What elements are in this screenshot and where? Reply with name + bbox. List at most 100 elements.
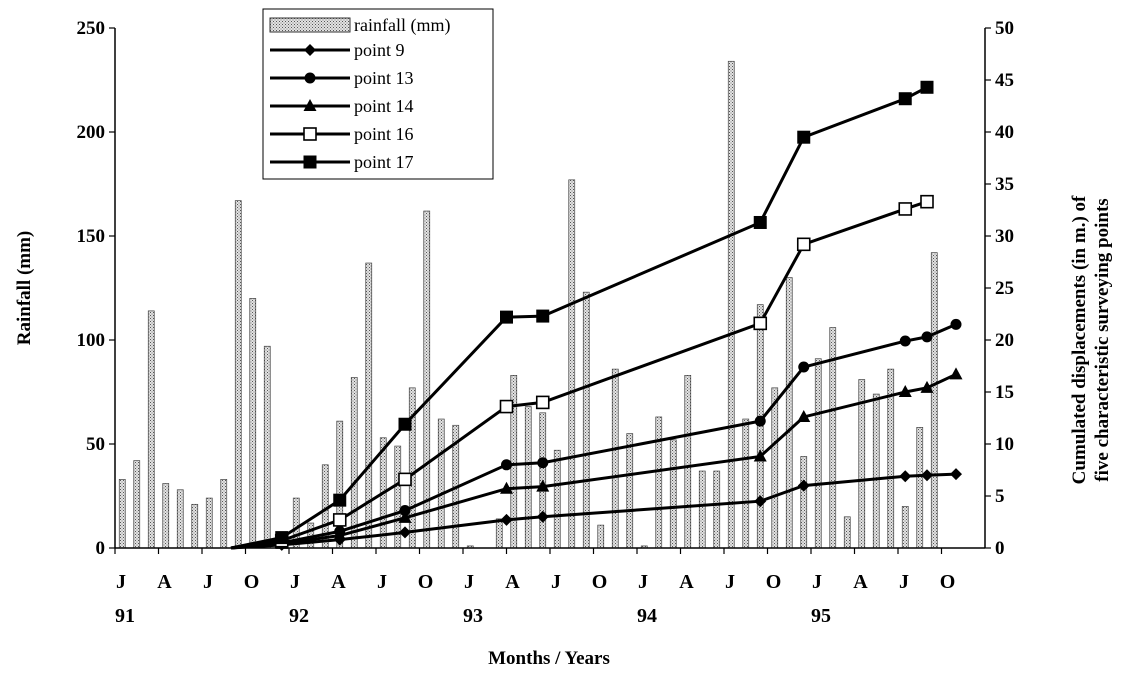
rainfall-bar [930, 252, 938, 549]
series-marker [950, 318, 962, 330]
series-marker [949, 367, 963, 380]
series-marker [899, 470, 912, 483]
series-marker [898, 202, 913, 216]
y2-tick-label: 25 [995, 278, 1014, 299]
rainfall-bar [220, 479, 228, 549]
x-tick-label-month: A [679, 571, 694, 593]
x-tick-label-month: O [418, 571, 434, 593]
x-tick-label-year: 94 [637, 605, 657, 627]
y2-axis-title-line1: Cumulated displacements (in m.) of [1069, 195, 1090, 484]
rainfall-bar [872, 393, 880, 549]
series-marker [500, 481, 513, 494]
x-tick-label-month: O [244, 571, 260, 593]
rainfall-bar [423, 210, 431, 549]
rainfall-bar [626, 433, 634, 549]
x-tick-label-month: J [377, 571, 387, 593]
rainfall-bar [524, 406, 532, 549]
y2-axis-title-line2: five characteristic surveying points [1092, 198, 1113, 481]
y2-tick-label: 10 [995, 434, 1014, 455]
rainfall-bar [916, 427, 924, 549]
x-tick-label-month: J [899, 571, 909, 593]
legend-label: point 14 [354, 96, 414, 116]
x-tick-label-month: O [766, 571, 782, 593]
rainfall-bar [814, 358, 822, 549]
x-tick-label-month: J [464, 571, 474, 593]
series-marker [500, 513, 513, 526]
y-axis-title: Rainfall (mm) [14, 231, 35, 346]
rainfall-bar [263, 345, 271, 549]
rainfall-bar [118, 479, 126, 549]
y-tick-label: 50 [86, 434, 105, 455]
series-marker [537, 457, 549, 469]
x-tick-label-year: 91 [115, 605, 135, 627]
rainfall-bar [191, 503, 199, 549]
rainfall-bar [655, 416, 663, 549]
legend-label: point 13 [354, 68, 414, 88]
legend-label: point 17 [354, 152, 414, 172]
series-marker [332, 513, 347, 527]
rainfall-bar [843, 516, 851, 549]
legend-swatch-rainfall [269, 17, 351, 33]
series-point-17 [230, 80, 934, 550]
y2-tick-label: 20 [995, 330, 1014, 351]
y-tick-label: 0 [96, 538, 106, 559]
y2-tick-label: 5 [995, 486, 1005, 507]
series-marker [536, 309, 550, 323]
series-point-16 [230, 194, 934, 550]
series-marker [920, 80, 934, 94]
y2-tick-label: 50 [995, 18, 1014, 39]
y-tick-label: 150 [77, 226, 106, 247]
series-marker [398, 510, 412, 523]
rainfall-bar [162, 483, 170, 549]
series-marker [500, 310, 513, 324]
rainfall-bar [669, 439, 677, 549]
series-marker [333, 493, 347, 507]
rainfall-bar [205, 497, 213, 549]
x-tick-label-year: 95 [811, 605, 831, 627]
rainfall-bar [858, 379, 866, 549]
rainfall-bar [597, 524, 605, 549]
rainfall-bar [901, 506, 909, 549]
y2-tick-label: 0 [995, 538, 1005, 559]
x-tick-label-month: J [116, 571, 126, 593]
x-tick-label-month: O [940, 571, 956, 593]
series-marker [898, 385, 912, 397]
series-marker [797, 409, 811, 422]
rainfall-bar [713, 470, 721, 549]
series-line [230, 85, 928, 550]
x-tick-label-month: A [853, 571, 868, 593]
y2-tick-label: 40 [995, 122, 1014, 143]
rainfall-bar [176, 489, 184, 549]
legend-label-rainfall: rainfall (mm) [354, 15, 450, 36]
rainfall-bar [553, 449, 561, 549]
rainfall-bar [698, 470, 706, 549]
x-tick-label-month: A [157, 571, 172, 593]
series-marker [753, 449, 767, 462]
rainfall-bar [133, 460, 141, 549]
series-marker [536, 479, 550, 492]
x-tick-label-year: 92 [289, 605, 309, 627]
x-tick-label-month: J [725, 571, 735, 593]
x-tick-label-month: J [290, 571, 300, 593]
y2-tick-label: 30 [995, 226, 1014, 247]
series-marker [535, 395, 550, 410]
series-marker [921, 469, 933, 482]
rainfall-bar [147, 310, 155, 549]
legend-label: point 16 [354, 124, 414, 144]
rainfall-bar [234, 200, 242, 549]
series-marker [501, 459, 512, 471]
x-tick-label-month: A [331, 571, 346, 593]
x-tick-label-month: J [638, 571, 648, 593]
y2-tick-label: 35 [995, 174, 1014, 195]
series-marker [797, 479, 810, 492]
x-tick-label-month: J [203, 571, 213, 593]
series-marker [333, 528, 347, 541]
rainfall-bar [568, 179, 576, 549]
legend-marker [303, 99, 317, 111]
rainfall-bar [785, 277, 793, 549]
x-tick-label-month: A [505, 571, 520, 593]
x-tick-label-month: O [592, 571, 608, 593]
series-marker [754, 495, 767, 508]
series-marker [399, 526, 411, 539]
